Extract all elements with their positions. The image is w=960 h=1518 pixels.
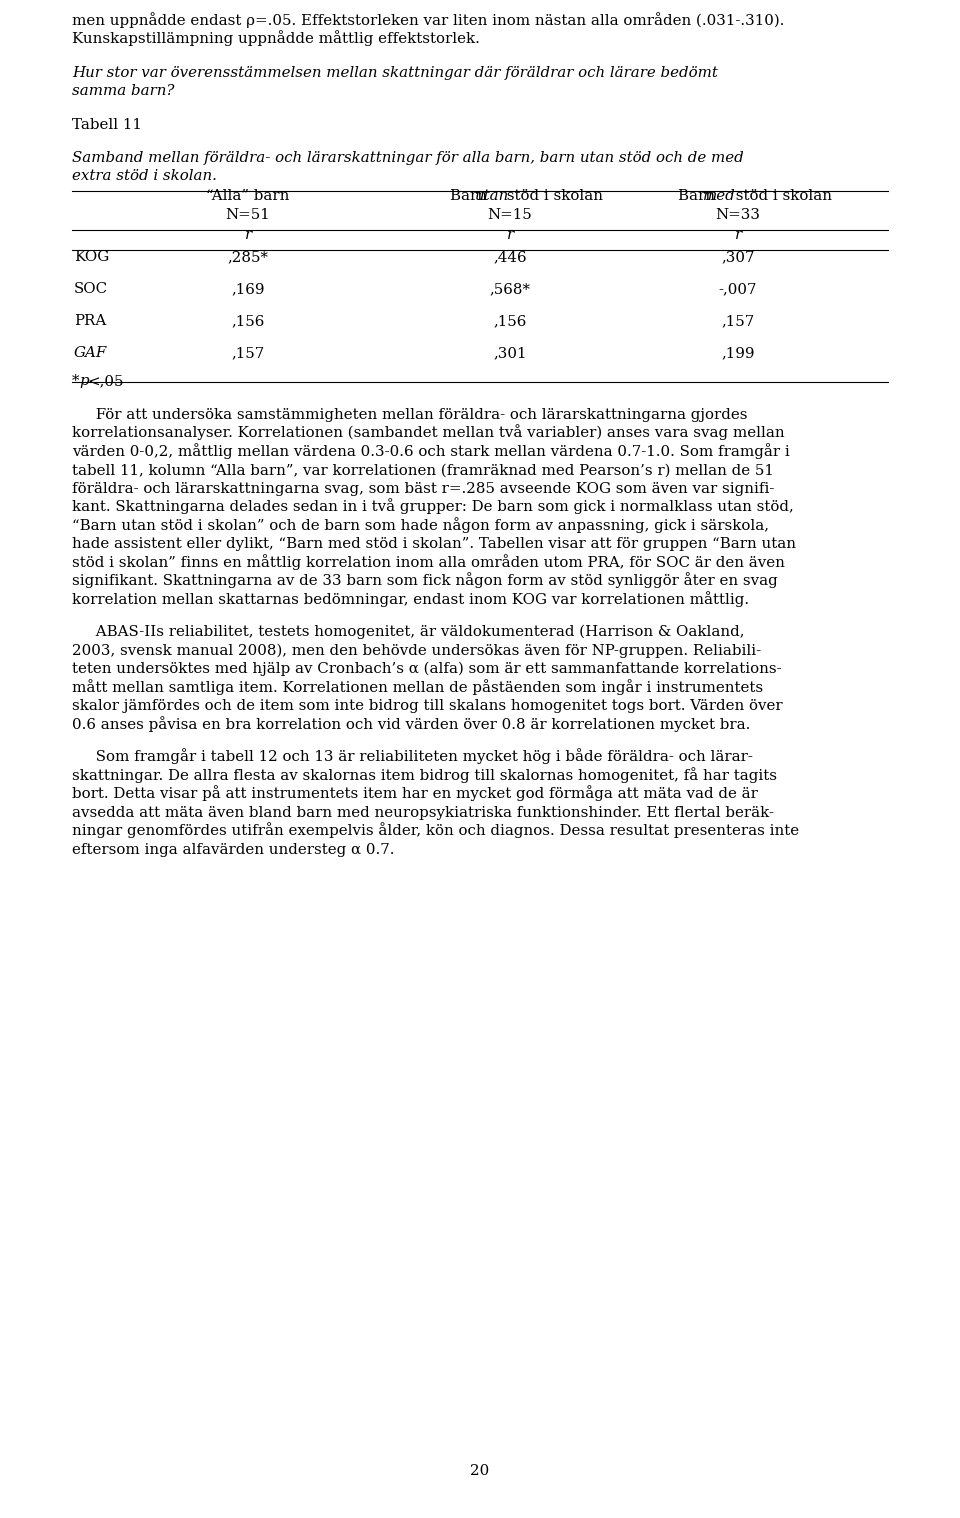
Text: 0.6 anses påvisa en bra korrelation och vid värden över 0.8 är korrelationen myc: 0.6 anses påvisa en bra korrelation och … bbox=[72, 716, 751, 732]
Text: PRA: PRA bbox=[74, 314, 107, 328]
Text: Som framgår i tabell 12 och 13 är reliabiliteten mycket hög i både föräldra- och: Som framgår i tabell 12 och 13 är reliab… bbox=[72, 748, 753, 764]
Text: Samband mellan föräldra- och lärarskattningar för alla barn, barn utan stöd och : Samband mellan föräldra- och lärarskattn… bbox=[72, 150, 744, 165]
Text: p: p bbox=[79, 375, 88, 389]
Text: utan: utan bbox=[475, 190, 509, 203]
Text: För att undersöka samstämmigheten mellan föräldra- och lärarskattningarna gjorde: För att undersöka samstämmigheten mellan… bbox=[72, 408, 748, 422]
Text: N=33: N=33 bbox=[715, 208, 760, 222]
Text: N=51: N=51 bbox=[226, 208, 271, 222]
Text: 2003, svensk manual 2008), men den behövde undersökas även för NP-gruppen. Relia: 2003, svensk manual 2008), men den behöv… bbox=[72, 644, 761, 657]
Text: 20: 20 bbox=[470, 1463, 490, 1479]
Text: ,157: ,157 bbox=[721, 314, 755, 328]
Text: <,05: <,05 bbox=[87, 375, 124, 389]
Text: ,301: ,301 bbox=[493, 346, 527, 360]
Text: Kunskapstillämpning uppnådde måttlig effektstorlek.: Kunskapstillämpning uppnådde måttlig eff… bbox=[72, 30, 480, 47]
Text: föräldra- och lärarskattningarna svag, som bäst r=.285 avseende KOG som även var: föräldra- och lärarskattningarna svag, s… bbox=[72, 481, 775, 496]
Text: ,307: ,307 bbox=[721, 250, 755, 264]
Text: korrelation mellan skattarnas bedömningar, endast inom KOG var korrelationen måt: korrelation mellan skattarnas bedömninga… bbox=[72, 591, 749, 607]
Text: r: r bbox=[507, 228, 514, 241]
Text: skalor jämfördes och de item som inte bidrog till skalans homogenitet togs bort.: skalor jämfördes och de item som inte bi… bbox=[72, 700, 782, 713]
Text: ,446: ,446 bbox=[493, 250, 527, 264]
Text: bort. Detta visar på att instrumentets item har en mycket god förmåga att mäta v: bort. Detta visar på att instrumentets i… bbox=[72, 785, 757, 802]
Text: Hur stor var överensstämmelsen mellan skattningar där föräldrar och lärare bedöm: Hur stor var överensstämmelsen mellan sk… bbox=[72, 65, 718, 80]
Text: r: r bbox=[734, 228, 741, 241]
Text: men uppnådde endast ρ=.05. Effektstorleken var liten inom nästan alla områden (.: men uppnådde endast ρ=.05. Effektstorlek… bbox=[72, 12, 784, 27]
Text: “Alla” barn: “Alla” barn bbox=[206, 190, 290, 203]
Text: KOG: KOG bbox=[74, 250, 109, 264]
Text: ,568*: ,568* bbox=[490, 282, 531, 296]
Text: kant. Skattningarna delades sedan in i två grupper: De barn som gick i normalkla: kant. Skattningarna delades sedan in i t… bbox=[72, 498, 794, 515]
Text: Tabell 11: Tabell 11 bbox=[72, 117, 142, 132]
Text: värden 0-0,2, måttlig mellan värdena 0.3-0.6 och stark mellan värdena 0.7-1.0. S: värden 0-0,2, måttlig mellan värdena 0.3… bbox=[72, 443, 790, 458]
Text: -,007: -,007 bbox=[719, 282, 757, 296]
Text: N=15: N=15 bbox=[488, 208, 533, 222]
Text: r: r bbox=[245, 228, 252, 241]
Text: ,156: ,156 bbox=[493, 314, 527, 328]
Text: eftersom inga alfavärden understeg α 0.7.: eftersom inga alfavärden understeg α 0.7… bbox=[72, 842, 395, 856]
Text: extra stöd i skolan.: extra stöd i skolan. bbox=[72, 170, 217, 184]
Text: ,169: ,169 bbox=[231, 282, 265, 296]
Text: ningar genomfördes utifrån exempelvis ålder, kön och diagnos. Dessa resultat pre: ningar genomfördes utifrån exempelvis ål… bbox=[72, 823, 799, 838]
Text: hade assistent eller dylikt, “Barn med stöd i skolan”. Tabellen visar att för gr: hade assistent eller dylikt, “Barn med s… bbox=[72, 537, 796, 551]
Text: GAF: GAF bbox=[74, 346, 108, 360]
Text: ,156: ,156 bbox=[231, 314, 265, 328]
Text: “Barn utan stöd i skolan” och de barn som hade någon form av anpassning, gick i : “Barn utan stöd i skolan” och de barn so… bbox=[72, 516, 769, 533]
Text: mått mellan samtliga item. Korrelationen mellan de påstäenden som ingår i instru: mått mellan samtliga item. Korrelationen… bbox=[72, 679, 763, 695]
Text: ABAS-IIs reliabilitet, testets homogenitet, är väldokumenterad (Harrison & Oakla: ABAS-IIs reliabilitet, testets homogenit… bbox=[72, 625, 745, 639]
Text: ,285*: ,285* bbox=[228, 250, 269, 264]
Text: stöd i skolan: stöd i skolan bbox=[731, 190, 832, 203]
Text: ,157: ,157 bbox=[231, 346, 265, 360]
Text: Barn: Barn bbox=[450, 190, 492, 203]
Text: Barn: Barn bbox=[678, 190, 720, 203]
Text: med: med bbox=[703, 190, 735, 203]
Text: stöd i skolan” finns en måttlig korrelation inom alla områden utom PRA, för SOC : stöd i skolan” finns en måttlig korrelat… bbox=[72, 554, 785, 569]
Text: teten undersöktes med hjälp av Cronbach’s α (alfa) som är ett sammanfattande kor: teten undersöktes med hjälp av Cronbach’… bbox=[72, 662, 781, 676]
Text: ,199: ,199 bbox=[721, 346, 755, 360]
Text: SOC: SOC bbox=[74, 282, 108, 296]
Text: korrelationsanalyser. Korrelationen (sambandet mellan två variabler) anses vara : korrelationsanalyser. Korrelationen (sam… bbox=[72, 425, 784, 440]
Text: skattningar. De allra flesta av skalornas item bidrog till skalornas homogenitet: skattningar. De allra flesta av skalorna… bbox=[72, 767, 777, 783]
Text: signifikant. Skattningarna av de 33 barn som fick någon form av stöd synliggör å: signifikant. Skattningarna av de 33 barn… bbox=[72, 572, 778, 587]
Text: stöd i skolan: stöd i skolan bbox=[502, 190, 603, 203]
Text: samma barn?: samma barn? bbox=[72, 85, 175, 99]
Text: *: * bbox=[72, 375, 80, 389]
Text: tabell 11, kolumn “Alla barn”, var korrelationen (framräknad med Pearson’s r) me: tabell 11, kolumn “Alla barn”, var korre… bbox=[72, 463, 774, 477]
Text: avsedda att mäta även bland barn med neuropsykiatriska funktionshinder. Ett fler: avsedda att mäta även bland barn med neu… bbox=[72, 806, 774, 820]
